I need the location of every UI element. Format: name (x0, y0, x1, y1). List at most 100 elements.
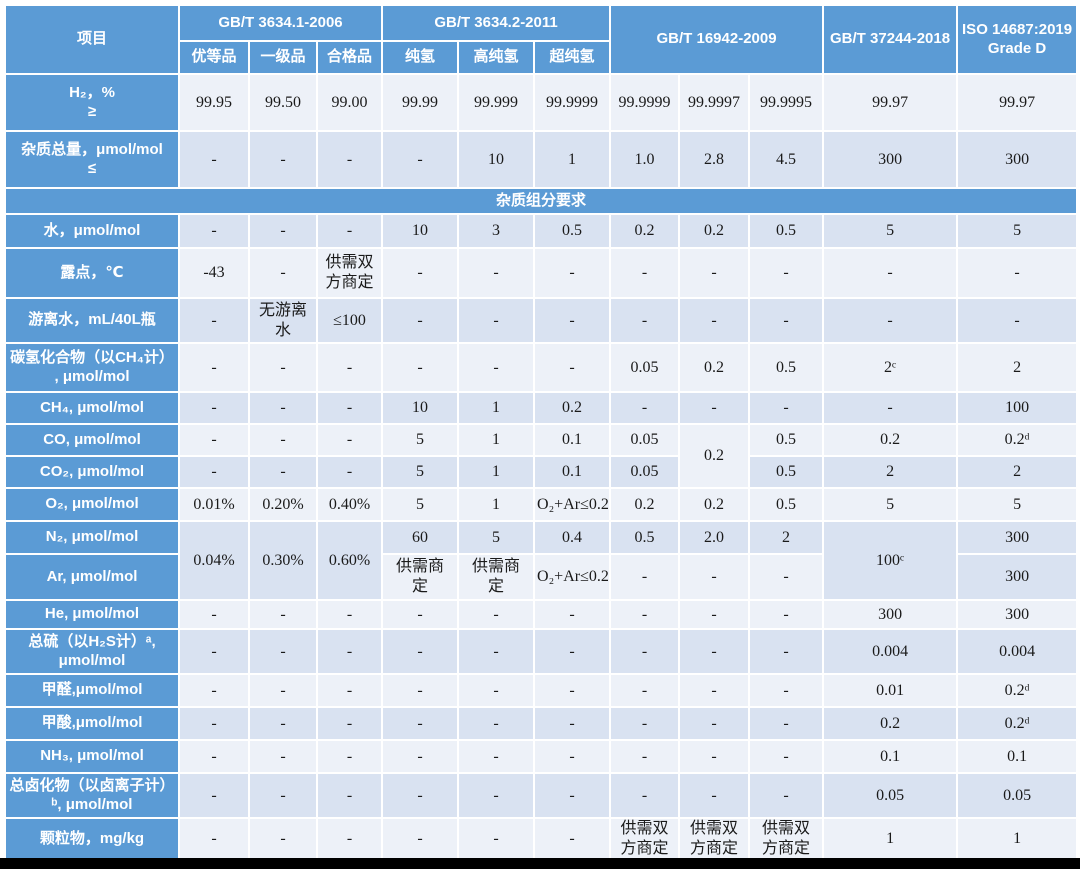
data-cell: - (457, 772, 536, 819)
data-cell: - (315, 213, 384, 249)
data-cell: - (533, 772, 612, 819)
data-cell: 0.05 (609, 342, 681, 393)
data-cell: - (609, 553, 681, 601)
data-cell: - (315, 772, 384, 819)
data-cell: 5 (956, 487, 1079, 522)
data-cell: - (457, 706, 536, 741)
data-cell: - (457, 673, 536, 708)
data-cell: 0.2 (678, 342, 751, 393)
data-cell: 0.05 (956, 772, 1079, 819)
data-cell: 1.0 (609, 130, 681, 189)
data-cell: 0.2ᵈ (956, 423, 1079, 457)
data-cell: 99.9999 (609, 73, 681, 132)
data-cell: 0.2 (533, 391, 612, 425)
data-cell: - (609, 628, 681, 675)
data-cell: 1 (956, 817, 1079, 861)
data-cell: 0.1 (822, 739, 959, 774)
column-group-header: GB/T 37244-2018 (822, 4, 959, 75)
table-row: H₂，% ≥99.95 99.50 99.00 99.99 99.999 99.9999 9… (4, 73, 1079, 132)
data-cell: 0.5 (748, 487, 825, 522)
data-cell: - (315, 391, 384, 425)
data-cell: - (457, 297, 536, 344)
table-row: CH₄, μmol/mol - - -10 1 0.2- - - -100 (4, 391, 1079, 425)
table-row: 杂质总量，μmol/mol ≤ - - - -10 1 1.0 2.8 4.5 300 300 (4, 130, 1079, 189)
data-cell: 0.2ᵈ (956, 706, 1079, 741)
data-cell: - (533, 342, 612, 393)
data-cell: 0.1 (956, 739, 1079, 774)
data-cell: - (315, 455, 384, 489)
data-cell: - (315, 130, 384, 189)
data-cell: 99.9995 (748, 73, 825, 132)
data-cell: - (533, 817, 612, 861)
data-cell: - (748, 739, 825, 774)
data-cell: - (248, 599, 318, 630)
data-cell: - (178, 455, 250, 489)
data-cell: - (678, 772, 751, 819)
data-cell: 300 (956, 520, 1079, 555)
column-group-header: GB/T 3634.1-2006 (177, 4, 384, 42)
data-cell: - (178, 628, 250, 675)
column-subheader: 优等品 (178, 40, 250, 75)
data-cell: 1 (533, 130, 612, 189)
data-cell: 3 (457, 213, 536, 249)
table-row: O₂, μmol/mol 0.01% 0.20% 0.40% 5 1 O₂+Ar≤0.2 0.… (4, 487, 1079, 522)
data-cell: 0.05 (822, 772, 959, 819)
data-cell: - (457, 599, 536, 630)
data-cell: 60 (381, 520, 460, 555)
data-cell: - (178, 706, 250, 741)
data-cell: - (315, 739, 384, 774)
column-subheader: 一级品 (248, 40, 318, 75)
data-cell: - (822, 297, 959, 344)
data-cell: - (748, 297, 825, 344)
data-cell: - (315, 599, 384, 630)
column-group-header: GB/T 3634.2-2011 (381, 4, 612, 42)
data-cell: 0.01% (178, 487, 250, 522)
data-cell: - (533, 599, 612, 630)
column-subheader: 高纯氢 (457, 40, 536, 75)
data-cell: - (678, 739, 751, 774)
table-row: 游离水，mL/40L瓶 - 无游离 水 ≤100- - - - - - - - (4, 297, 1079, 344)
data-cell: 1 (457, 423, 536, 457)
data-cell: - (609, 772, 681, 819)
data-cell: 无游离 水 (248, 297, 318, 344)
row-label: O₂, μmol/mol (4, 487, 180, 522)
data-cell: 0.04% (178, 520, 250, 601)
data-cell: 0.2 (822, 706, 959, 741)
row-label: 碳氢化合物（以CH₄计） , μmol/mol (4, 342, 180, 393)
data-cell: 0.30% (248, 520, 318, 601)
data-cell: - (381, 772, 460, 819)
data-cell: - (248, 817, 318, 861)
data-cell: - (678, 553, 751, 601)
data-cell: - (609, 706, 681, 741)
data-cell: 供需商 定 (457, 553, 536, 601)
data-cell: - (457, 739, 536, 774)
data-cell: - (457, 247, 536, 299)
data-cell: 5 (822, 213, 959, 249)
data-cell: - (748, 599, 825, 630)
data-cell: - (248, 342, 318, 393)
data-cell: - (315, 706, 384, 741)
data-cell: - (748, 553, 825, 601)
data-cell: 4.5 (748, 130, 825, 189)
data-cell: - (248, 628, 318, 675)
table-row: NH₃, μmol/mol - - - - - - - - -0.1 0.1 (4, 739, 1079, 774)
table-row: 甲酸,μmol/mol - - - - - - - - -0.2 0.2ᵈ (4, 706, 1079, 741)
row-label: 水，μmol/mol (4, 213, 180, 249)
column-group-header: ISO 14687:2019 Grade D (956, 4, 1079, 75)
row-label: He, μmol/mol (4, 599, 180, 630)
table-row: 总卤化物（以卤离子计） ᵇ, μmol/mol - - - - - - - - -0.05 0.05 (4, 772, 1079, 819)
data-cell: - (609, 599, 681, 630)
table-row: 碳氢化合物（以CH₄计） , μmol/mol - - - - - -0.05 0.2 0.5 2… (4, 342, 1079, 393)
data-cell: - (748, 772, 825, 819)
data-cell: 99.9999 (533, 73, 612, 132)
data-cell: 0.5 (533, 213, 612, 249)
data-cell: - (178, 130, 250, 189)
data-cell: 供需商 定 (381, 553, 460, 601)
section-header: 杂质组分要求 (3, 187, 1079, 215)
data-cell: - (248, 706, 318, 741)
data-cell: - (178, 213, 250, 249)
data-cell: 2 (956, 455, 1079, 489)
data-cell: 2 (822, 455, 959, 489)
data-cell: - (248, 423, 318, 457)
data-cell: ≤100 (315, 297, 384, 344)
